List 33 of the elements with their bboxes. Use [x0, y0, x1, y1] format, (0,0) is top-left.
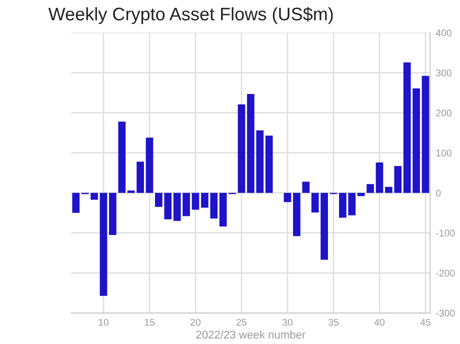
y-tick-label: -200: [436, 270, 455, 277]
y-tick-label: 100: [436, 150, 452, 156]
x-tick-label: 40: [374, 318, 385, 326]
y-tick-label: -100: [436, 230, 455, 237]
x-tick-label: 30: [282, 318, 293, 326]
y-tick-label: 200: [436, 110, 452, 116]
bar: [284, 192, 292, 202]
bar: [100, 192, 108, 296]
x-axis-title: 2022/23 week number: [196, 330, 306, 339]
x-tick-label: 10: [98, 318, 109, 326]
y-tick-label: 400: [436, 29, 452, 36]
y-tick-label: 0: [436, 190, 441, 197]
bar: [109, 192, 116, 235]
x-tick-label: 45: [420, 318, 430, 326]
bar: [302, 182, 310, 193]
x-tick-label: 15: [144, 318, 154, 326]
bar: [118, 122, 126, 193]
bar: [72, 192, 80, 213]
bar: [376, 162, 384, 193]
bar: [146, 138, 154, 193]
bar: [366, 184, 374, 193]
bar: [238, 104, 246, 193]
x-tick-label: 20: [190, 318, 201, 326]
bar: [357, 192, 365, 196]
y-tick-label: 300: [436, 69, 452, 76]
chart-title: Weekly Crypto Asset Flows (US$m): [48, 6, 333, 24]
bar: [265, 136, 273, 193]
bar: [293, 192, 300, 236]
x-tick-label: 25: [236, 318, 246, 326]
x-tick-label: 35: [328, 318, 338, 326]
bar: [192, 192, 200, 210]
y-tick-label: -300: [436, 310, 455, 317]
bar: [422, 76, 430, 193]
